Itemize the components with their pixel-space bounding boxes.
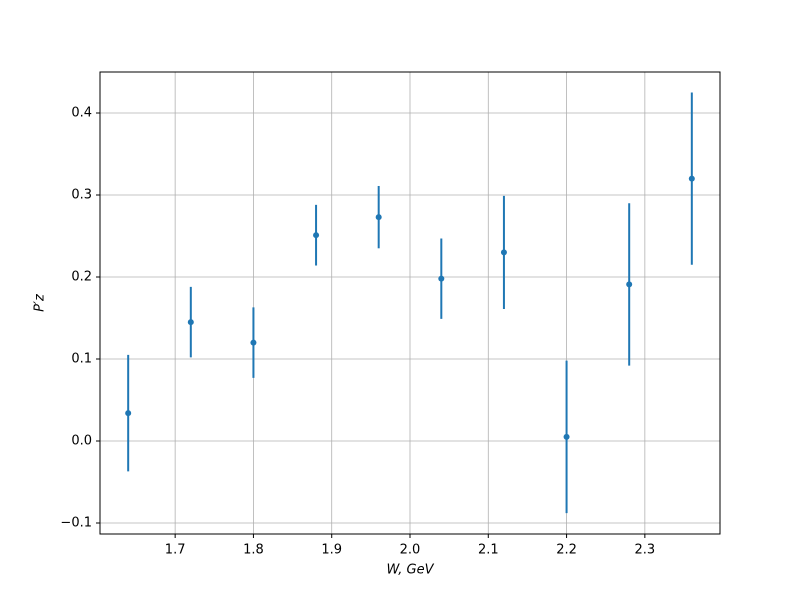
x-tick-label: 1.8 [243,543,264,558]
x-tick-label: 1.7 [165,543,186,558]
marks [125,92,695,514]
y-tick-label: −0.1 [60,516,92,531]
data-point [563,433,570,440]
x-tick-label: 2.3 [635,543,656,558]
data-point [438,275,445,282]
y-tick-label: 0.0 [71,434,92,449]
y-axis-label: P′z [33,293,48,312]
y-tick-label: 0.1 [71,352,92,367]
y-tick-label: 0.2 [71,270,92,285]
y-tick-label: 0.3 [71,188,92,203]
x-tick-label: 2.0 [400,543,421,558]
y-tick-label: 0.4 [71,106,92,121]
data-point [626,281,633,288]
ticks: 1.7 1.8 1.9 2.0 2.1 2.2 2.3 −0.1 0.0 0.1 0.2 0.3 0.4 [60,106,655,558]
x-tick-label: 2.2 [556,543,577,558]
x-tick-label: 2.1 [478,543,499,558]
grid [100,72,720,534]
data-point [313,232,320,239]
x-axis-label: W, GeV [386,563,434,578]
data-point [250,339,257,346]
data-point [125,410,132,417]
x-tick-label: 1.9 [321,543,342,558]
data-point [375,214,382,221]
data-point [187,319,194,326]
data-point [688,175,695,182]
data-point [500,249,507,256]
